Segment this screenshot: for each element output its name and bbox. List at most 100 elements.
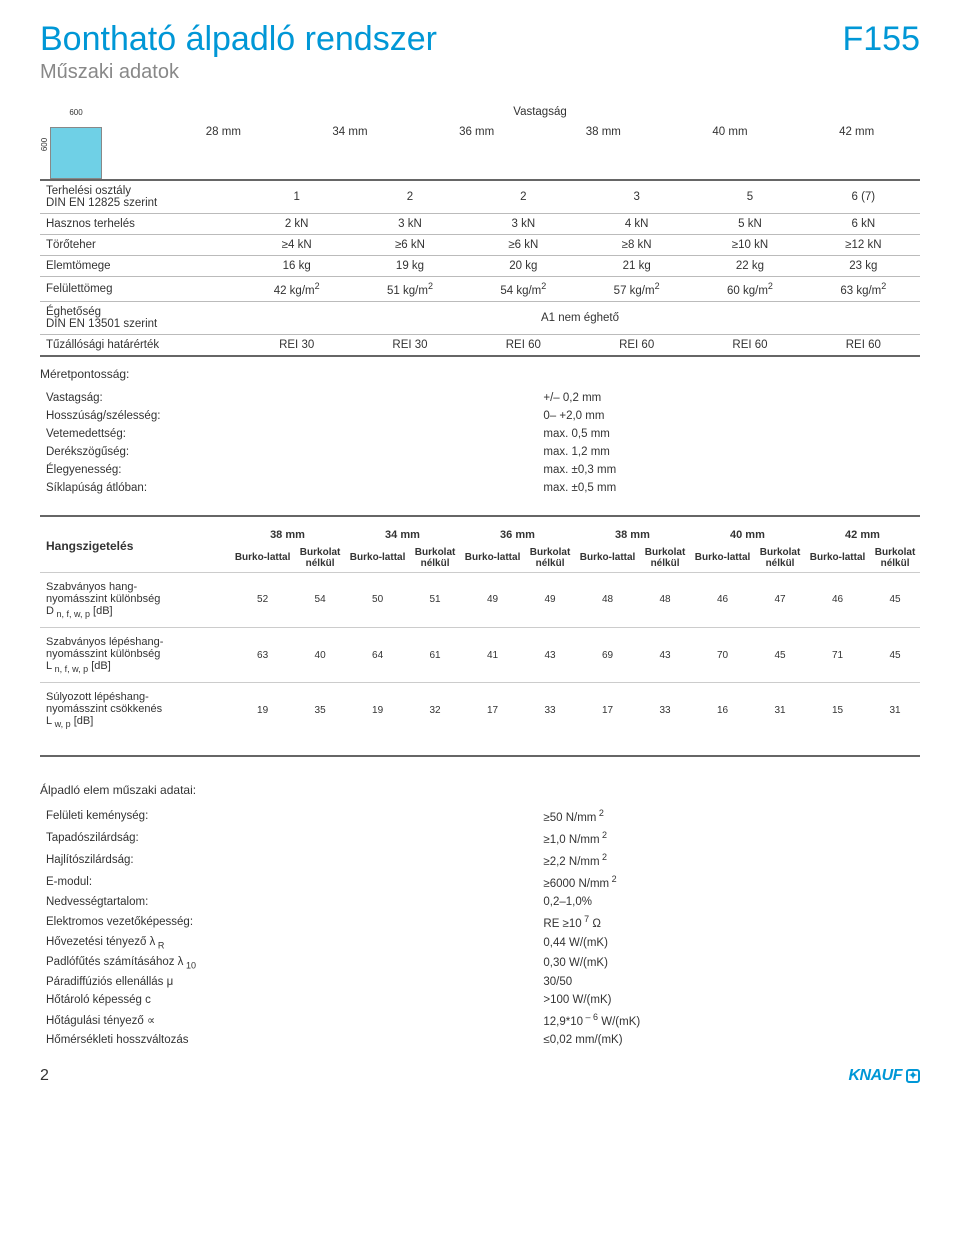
sound-value: 43 [640, 628, 690, 683]
table-row: Derékszögűség:max. 1,2 mm [40, 443, 920, 461]
row-value: ≥6 kN [467, 235, 580, 256]
row-value: 3 kN [467, 214, 580, 235]
row-value: 21 kg [580, 256, 693, 277]
table-row: Szabványos lépéshang-nyomásszint különbs… [40, 628, 920, 683]
table-row: Tapadószilárdság:≥1,0 N/mm 2 [40, 827, 920, 849]
table-row: E-modul:≥6000 N/mm 2 [40, 871, 920, 893]
brand-logo: KNAUF ✦ [849, 1067, 921, 1085]
row-label: ÉghetőségDIN EN 13501 szerint [40, 301, 240, 334]
kv-value: 0– +2,0 mm [537, 407, 920, 425]
row-label: Felülettömeg [40, 277, 240, 302]
main-table-block: 600 600 Vastagság 28 mm34 mm36 mm38 mm40… [40, 102, 920, 179]
row-value: 6 (7) [807, 180, 920, 214]
kv-key: Elektromos vezetőképesség: [40, 911, 537, 933]
sound-value: 52 [230, 572, 295, 627]
row-value: 42 kg/m2 [240, 277, 353, 302]
kv-key: Hőtároló képesség c [40, 991, 537, 1009]
sound-value: 35 [295, 683, 345, 738]
sound-value: 32 [410, 683, 460, 738]
kv-key: E-modul: [40, 871, 537, 893]
row-value: 2 kN [240, 214, 353, 235]
sound-sub-header: Burkolatnélkül [525, 544, 575, 573]
table-row: Páradiffúziós ellenállás μ30/50 [40, 973, 920, 991]
swatch-square [50, 127, 102, 179]
row-value: 19 kg [353, 256, 466, 277]
kv-value: max. 0,5 mm [537, 425, 920, 443]
sound-sub-header: Burkolatnélkül [295, 544, 345, 573]
table-row: Hőtágulási tényező ∝12,9*10 – 6 W/(mK) [40, 1009, 920, 1031]
row-value: 54 kg/m2 [467, 277, 580, 302]
row-value-merged: A1 nem éghető [240, 301, 920, 334]
table-row: Elektromos vezetőképesség:RE ≥10 7 Ω [40, 911, 920, 933]
main-data-table: Terhelési osztályDIN EN 12825 szerint122… [40, 179, 920, 355]
row-value: ≥6 kN [353, 235, 466, 256]
sound-value: 33 [640, 683, 690, 738]
sound-sub-header: Burko-lattal [230, 544, 295, 573]
kv-value: +/– 0,2 mm [537, 389, 920, 407]
sound-value: 49 [460, 572, 525, 627]
sound-value: 71 [805, 628, 870, 683]
sound-value: 19 [230, 683, 295, 738]
row-value: 3 [580, 180, 693, 214]
thickness-col-header: 38 mm [540, 122, 667, 142]
header: Bontható álpadló rendszer Műszaki adatok… [40, 20, 920, 102]
page-subtitle: Műszaki adatok [40, 61, 437, 84]
row-value: 1 [240, 180, 353, 214]
row-value: REI 60 [807, 334, 920, 355]
row-value: 22 kg [693, 256, 806, 277]
kv-key: Hőmérsékleti hosszváltozás [40, 1031, 537, 1049]
kv-key: Hővezetési tényező λ R [40, 933, 537, 953]
kv-value: RE ≥10 7 Ω [537, 911, 920, 933]
kv-value: ≥6000 N/mm 2 [537, 871, 920, 893]
sound-value: 46 [690, 572, 755, 627]
thickness-col-header: 28 mm [160, 122, 287, 142]
row-value: ≥10 kN [693, 235, 806, 256]
swatch-dim-left: 600 [40, 138, 49, 151]
table-row: Hosszúság/szélesség:0– +2,0 mm [40, 407, 920, 425]
kv-value: ≥1,0 N/mm 2 [537, 827, 920, 849]
dimensional-table: Vastagság:+/– 0,2 mmHosszúság/szélesség:… [40, 389, 920, 497]
kv-key: Páradiffúziós ellenállás μ [40, 973, 537, 991]
sound-value: 70 [690, 628, 755, 683]
thickness-col-header: 40 mm [667, 122, 794, 142]
sound-value: 31 [755, 683, 805, 738]
table-row: Törőteher≥4 kN≥6 kN≥6 kN≥8 kN≥10 kN≥12 k… [40, 235, 920, 256]
sound-value: 40 [295, 628, 345, 683]
sound-value: 61 [410, 628, 460, 683]
sound-value: 64 [345, 628, 410, 683]
kv-key: Hőtágulási tényező ∝ [40, 1009, 537, 1031]
row-value: 5 kN [693, 214, 806, 235]
sound-value: 63 [230, 628, 295, 683]
sound-sub-header: Burko-lattal [575, 544, 640, 573]
dimensional-title: Méretpontosság: [40, 355, 920, 389]
footer: 2 KNAUF ✦ [40, 1067, 920, 1085]
swatch-diagram: 600 600 [40, 108, 120, 179]
row-value: 4 kN [580, 214, 693, 235]
kv-key: Padlófűtés számításához λ 10 [40, 953, 537, 973]
table-row: Élegyenesség:max. ±0,3 mm [40, 461, 920, 479]
sound-value: 47 [755, 572, 805, 627]
thickness-header-table: Vastagság 28 mm34 mm36 mm38 mm40 mm42 mm [160, 102, 920, 142]
table-row: Szabványos hang-nyomásszint különbségD n… [40, 572, 920, 627]
sound-group-header: 40 mm [690, 517, 805, 544]
sound-group-header: 36 mm [460, 517, 575, 544]
kv-value: max. 1,2 mm [537, 443, 920, 461]
row-label: Hasznos terhelés [40, 214, 240, 235]
kv-value: 0,44 W/(mK) [537, 933, 920, 953]
sound-sub-header: Burko-lattal [690, 544, 755, 573]
table-row: Hajlítószilárdság:≥2,2 N/mm 2 [40, 849, 920, 871]
sound-title: Hangszigetelés [40, 517, 230, 573]
table-row: Tűzállósági határértékREI 30REI 30REI 60… [40, 334, 920, 355]
swatch-dim-top: 600 [50, 108, 102, 117]
page-code: F155 [843, 20, 921, 59]
kv-value: max. ±0,5 mm [537, 479, 920, 497]
table-row: Terhelési osztályDIN EN 12825 szerint122… [40, 180, 920, 214]
brand-logo-text: KNAUF [849, 1067, 903, 1085]
sound-group-header: 38 mm [575, 517, 690, 544]
sound-value: 46 [805, 572, 870, 627]
kv-key: Hajlítószilárdság: [40, 849, 537, 871]
page-title: Bontható álpadló rendszer [40, 20, 437, 59]
sound-value: 69 [575, 628, 640, 683]
row-value: REI 30 [240, 334, 353, 355]
row-value: 16 kg [240, 256, 353, 277]
